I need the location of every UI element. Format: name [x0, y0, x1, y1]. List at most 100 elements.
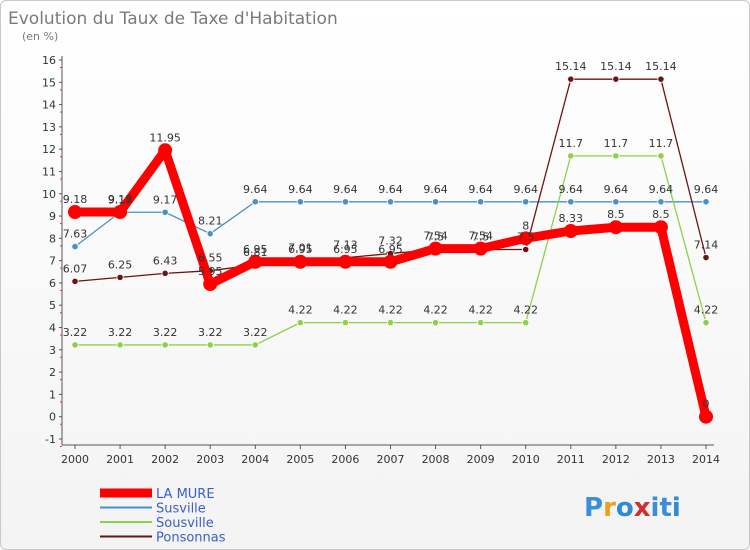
- data-point: [386, 198, 395, 206]
- y-tick-label: 14: [42, 99, 56, 112]
- y-tick-label: 10: [42, 188, 56, 201]
- data-point: [612, 75, 620, 83]
- data-label: 9.64: [604, 183, 629, 196]
- data-point: [71, 243, 79, 251]
- chart-subtitle: (en %): [22, 30, 58, 43]
- data-label: 7.14: [694, 239, 719, 252]
- data-label: 6.25: [108, 258, 133, 271]
- data-label: 9.64: [243, 183, 268, 196]
- data-point: [383, 254, 398, 269]
- logo-letter: i: [651, 493, 660, 523]
- data-point: [699, 409, 713, 424]
- data-label: 15.14: [555, 60, 587, 73]
- data-point: [386, 319, 395, 327]
- data-label: 7.5: [427, 231, 445, 244]
- x-tick-label: 2007: [377, 453, 405, 466]
- data-label: 11.7: [559, 137, 584, 150]
- data-point: [612, 198, 620, 206]
- data-label: 9.64: [378, 183, 403, 196]
- data-point: [428, 241, 443, 256]
- data-label: 3.22: [153, 326, 178, 339]
- data-label: 6.95: [288, 243, 313, 256]
- data-label: 4.22: [423, 304, 448, 317]
- data-point: [116, 273, 124, 281]
- data-label: 11.7: [649, 137, 674, 150]
- y-tick-label: 16: [42, 54, 56, 67]
- data-label: 3.22: [63, 326, 88, 339]
- data-point: [116, 341, 124, 349]
- data-label: 8: [522, 219, 529, 232]
- data-label: 6.07: [63, 262, 88, 275]
- x-tick-label: 2004: [241, 453, 269, 466]
- x-tick-label: 2008: [422, 453, 450, 466]
- data-point: [518, 231, 533, 246]
- data-label: 9.64: [288, 183, 313, 196]
- series-layer: [68, 75, 713, 424]
- data-label: 9.64: [423, 183, 448, 196]
- x-tick-label: 2005: [286, 453, 314, 466]
- data-label: 8.5: [652, 208, 670, 221]
- data-label: 4.22: [378, 304, 403, 317]
- data-label: 3.22: [198, 326, 223, 339]
- data-point: [158, 143, 173, 158]
- data-label: 6.43: [153, 254, 178, 267]
- data-label: 4.22: [513, 304, 538, 317]
- data-label: 9.17: [153, 193, 178, 206]
- logo-letter: t: [659, 493, 671, 523]
- data-label: 11.95: [149, 131, 181, 144]
- data-label: 15.14: [600, 60, 632, 73]
- data-point: [251, 198, 259, 206]
- data-point: [338, 254, 353, 269]
- data-point: [71, 277, 79, 285]
- data-label: 7.01: [288, 241, 313, 254]
- y-tick-label: 3: [49, 344, 56, 357]
- data-label: 4.22: [333, 304, 358, 317]
- data-point: [657, 75, 665, 83]
- data-point: [296, 319, 304, 327]
- y-tick-label: 7: [49, 255, 56, 268]
- logo-text: Proxiti: [584, 493, 681, 523]
- data-point: [653, 220, 668, 235]
- data-label: 4.22: [288, 304, 313, 317]
- y-tick-label: 1: [49, 388, 56, 401]
- data-label: 5.95: [198, 265, 223, 278]
- data-label: 7.54: [423, 230, 448, 243]
- y-tick-label: 15: [42, 76, 56, 89]
- data-label: 8.21: [198, 215, 223, 228]
- data-label: 9.64: [468, 183, 493, 196]
- data-label: 6.55: [198, 252, 223, 265]
- legend-label: LA MURE: [156, 487, 215, 502]
- data-point: [522, 198, 530, 206]
- data-label: 6.81: [243, 246, 268, 259]
- y-tick-label: 9: [49, 210, 56, 223]
- data-point: [203, 277, 218, 292]
- chart-title: Evolution du Taux de Taxe d'Habitation: [8, 9, 338, 29]
- data-label: 6.95: [333, 243, 358, 256]
- data-point: [113, 205, 128, 220]
- data-point: [161, 269, 169, 277]
- data-label: 9.64: [694, 183, 719, 196]
- data-point: [522, 245, 530, 254]
- logo-letter: i: [672, 493, 681, 523]
- data-point: [251, 341, 259, 349]
- data-point: [702, 198, 710, 206]
- y-tick-label: 6: [49, 277, 56, 290]
- x-tick-label: 2003: [196, 453, 224, 466]
- data-point: [477, 319, 485, 327]
- y-tick-label: 12: [42, 143, 56, 156]
- y-tick-label: 2: [49, 366, 56, 379]
- data-point: [71, 341, 79, 349]
- data-label: 7.63: [63, 228, 88, 241]
- data-point: [341, 198, 350, 206]
- legend-label: Ponsonnas: [156, 531, 226, 546]
- x-tick-label: 2009: [467, 453, 495, 466]
- data-label: 9.64: [649, 183, 674, 196]
- x-tick-label: 2013: [647, 453, 675, 466]
- x-tick-label: 2002: [151, 453, 179, 466]
- data-point: [248, 254, 263, 269]
- data-point: [522, 319, 530, 327]
